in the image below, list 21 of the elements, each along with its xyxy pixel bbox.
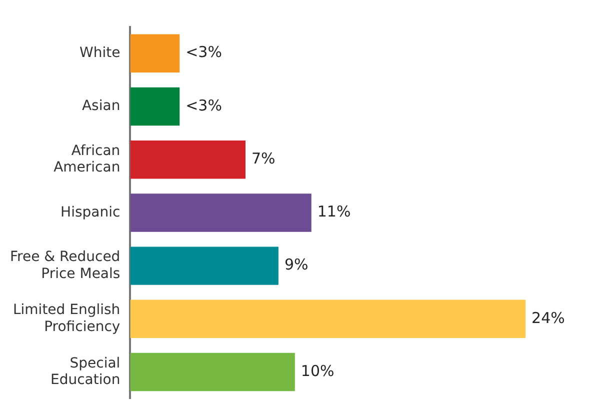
y-tick-label: Asian <box>82 98 120 114</box>
data-label: 11% <box>317 202 351 221</box>
bar <box>130 194 312 232</box>
data-label: <3% <box>186 96 222 114</box>
data-label: <3% <box>186 43 222 62</box>
bar <box>130 34 180 72</box>
y-tick-label: Hispanic <box>60 204 120 220</box>
data-label: 24% <box>532 308 565 327</box>
y-tick-label: African American <box>54 142 120 176</box>
y-tick-label: White <box>79 45 120 61</box>
data-label: 10% <box>300 362 334 380</box>
bar <box>130 87 180 126</box>
bar <box>130 300 526 338</box>
data-label: 7% <box>252 149 276 168</box>
bar <box>130 140 246 179</box>
bar <box>130 246 278 285</box>
bar <box>130 352 295 392</box>
data-label: 9% <box>284 256 308 274</box>
y-tick-label: Limited English Proficiency <box>12 302 120 335</box>
y-tick-label: Special Education <box>50 355 120 388</box>
y-tick-label: Free & Reduced Price Meals <box>10 249 120 282</box>
